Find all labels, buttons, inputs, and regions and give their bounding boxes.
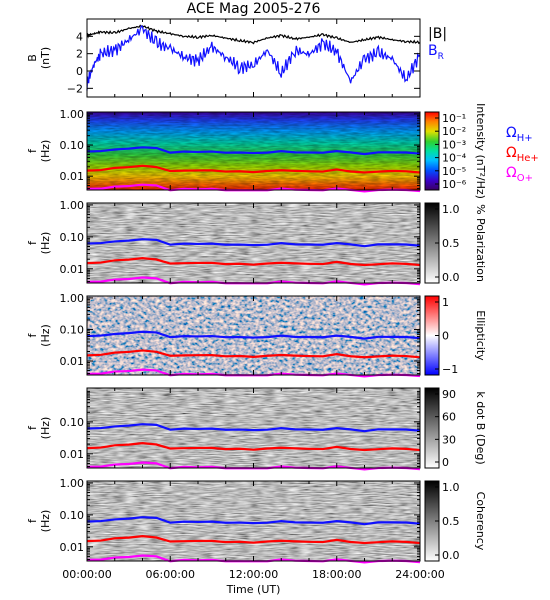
legend-bmag: |B|: [428, 26, 447, 42]
spectrogram-image: [87, 388, 420, 468]
gyrofrequency-line-Heplus: [86, 257, 421, 267]
y-tick-label: −2: [67, 82, 83, 95]
x-tick-label: 00:00:00: [62, 568, 111, 581]
y-tick-label: 1.00: [60, 477, 85, 490]
colorbar-label: Coherency: [474, 492, 487, 551]
colorbar-tick-label: 10⁻⁵: [442, 165, 466, 178]
y-axis-unit: (nT): [39, 47, 52, 69]
colorbar-tick-label: 0.5: [442, 237, 460, 250]
spectrogram-image: [87, 481, 420, 561]
legend-gyro-Heplus: ΩHe+: [506, 145, 539, 164]
colorbar-tick-label: 1: [442, 296, 449, 309]
colorbar-label: k dot B (Deg): [474, 391, 487, 464]
x-tick-label: 18:00:00: [312, 568, 361, 581]
colorbar-tick-label: 1.0: [442, 481, 460, 494]
gyrofrequency-line-Heplus: [86, 164, 421, 174]
colorbar: [424, 387, 440, 469]
y-tick-label: 0.10: [60, 231, 85, 244]
spectrogram-texture: [87, 112, 420, 190]
y-axis-unit: (Hz): [39, 417, 52, 440]
x-tick-label: 24:00:00: [395, 568, 444, 581]
y-tick-label: 0.10: [60, 416, 85, 429]
y-tick-label: 0.01: [60, 541, 85, 554]
colorbar-tick-label: 0: [442, 456, 449, 469]
colorbar-tick-label: 1.0: [442, 203, 460, 216]
y-axis-label: f: [26, 240, 39, 245]
colorbar-label: Intensity (nT²/Hz): [474, 103, 487, 199]
colorbar-tick-label: 0.0: [442, 549, 460, 562]
colorbar-tick-label: −1: [442, 363, 458, 376]
chart-title: ACE Mag 2005-276: [187, 1, 321, 17]
colorbar-tick-label: 0.5: [442, 515, 460, 528]
series-line-bmag: [86, 24, 421, 45]
legend-gyro-Hplus: ΩH+: [506, 125, 533, 144]
gyrofrequency-line-Heplus: [86, 535, 421, 545]
colorbar-tick-label: 10⁻³: [442, 138, 466, 151]
legend-br: BR: [428, 43, 444, 62]
spectrogram-image: [87, 296, 420, 375]
y-axis-unit: (Hz): [39, 510, 52, 533]
gyrofrequency-line-Heplus: [86, 349, 421, 359]
y-axis-label: f: [26, 518, 39, 523]
series-line-br: [86, 24, 421, 91]
colorbar-tick-label: 30: [442, 433, 456, 446]
gyrofrequency-line-Hplus: [86, 516, 421, 526]
y-axis-label: f: [26, 332, 39, 337]
y-tick-label: 0: [76, 65, 83, 78]
colorbar-tick-label: 60: [442, 411, 456, 424]
y-tick-label: 1.00: [60, 108, 85, 121]
gyrofrequency-line-Hplus: [86, 146, 421, 156]
y-tick-label: 2: [76, 48, 83, 61]
y-axis-unit: (Hz): [39, 324, 52, 347]
y-tick-label: 0.10: [60, 509, 85, 522]
colorbar-tick-label: 10⁻⁴: [442, 152, 467, 165]
gyrofrequency-line-Heplus: [86, 442, 421, 452]
y-axis-label: f: [26, 148, 39, 153]
spectrogram-image: [87, 203, 420, 283]
y-tick-label: 4: [76, 30, 83, 43]
colorbar: [424, 111, 440, 191]
colorbar-label: % Polarization: [474, 204, 487, 282]
y-tick-label: 0.01: [60, 355, 85, 368]
y-axis-unit: (Hz): [39, 232, 52, 255]
x-tick-label: 12:00:00: [229, 568, 278, 581]
y-tick-label: 0.10: [60, 323, 85, 336]
colorbar-tick-label: 10⁻¹: [442, 112, 466, 125]
y-tick-label: 1.00: [60, 199, 85, 212]
colorbar-tick-label: 0: [442, 330, 449, 343]
y-axis-label: f: [26, 425, 39, 430]
colorbar-tick-label: 0.0: [442, 271, 460, 284]
gyrofrequency-line-Hplus: [86, 423, 421, 433]
x-tick-label: 06:00:00: [146, 568, 195, 581]
colorbar-label: Ellipticity: [474, 310, 487, 361]
y-tick-label: 1.00: [60, 292, 85, 305]
y-axis-label: B: [26, 54, 39, 62]
colorbar-tick-label: 90: [442, 388, 456, 401]
y-axis-unit: (Hz): [39, 140, 52, 163]
y-tick-label: 0.01: [60, 263, 85, 276]
gyrofrequency-line-Hplus: [86, 330, 421, 340]
y-tick-label: 0.01: [60, 448, 85, 461]
colorbar-tick-label: 10⁻²: [442, 125, 466, 138]
colorbar-tick-label: 10⁻⁶: [442, 178, 467, 191]
x-axis-label: Time (UT): [226, 583, 281, 596]
y-tick-label: 0.01: [60, 170, 85, 183]
y-tick-label: 0.10: [60, 139, 85, 152]
gyrofrequency-line-Hplus: [86, 238, 421, 248]
legend-gyro-Oplus: ΩO+: [506, 165, 533, 184]
